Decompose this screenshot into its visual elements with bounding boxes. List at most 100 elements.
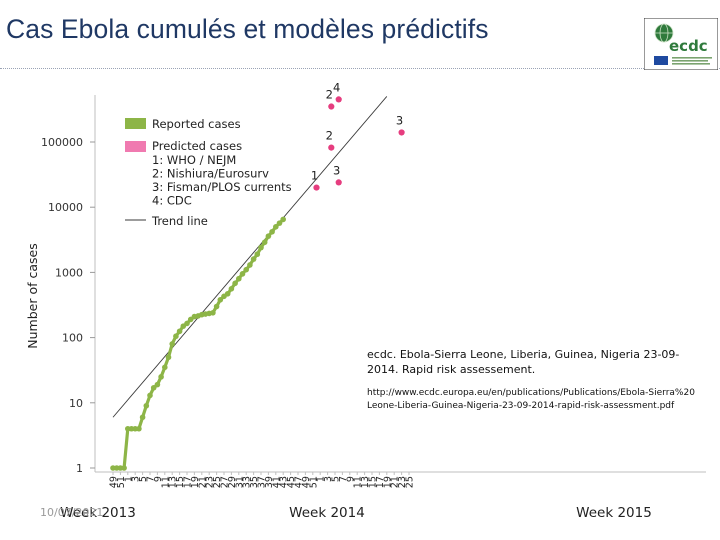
legend-reported-swatch [125, 118, 146, 129]
reported-case-point [236, 275, 242, 282]
x-tick-label: 49 [301, 476, 312, 488]
y-tick-label: 100000 [41, 136, 83, 149]
x-tick-label: 27 [220, 476, 231, 488]
trend-line [112, 96, 388, 418]
x-tick-label: 29 [227, 476, 238, 488]
reported-case-point [165, 354, 172, 361]
reported-case-point [162, 364, 168, 371]
predicted-point-label: 2 [326, 129, 333, 143]
legend-model-label: 3: Fisman/PLOS currents [152, 180, 292, 194]
y-tick-label: 10 [69, 397, 83, 410]
reported-case-point [173, 333, 179, 340]
reported-case-point [210, 310, 216, 316]
x-tick-label: 31 [234, 476, 245, 488]
globe-icon [654, 23, 674, 43]
reported-case-point [184, 320, 190, 327]
predicted-point-label: 2 [326, 88, 333, 102]
y-tick-label: 1000 [55, 266, 83, 279]
x-tick-label: 1 [316, 476, 327, 482]
footer-date: 10/07/2021 [40, 506, 104, 519]
agency-name-lines [672, 57, 712, 65]
source-citation: ecdc. Ebola-Sierra Leone, Liberia, Guine… [367, 347, 697, 412]
x-tick-label: 9 [153, 476, 164, 482]
x-tick-label: 19 [190, 476, 201, 488]
predicted-case-point [328, 103, 335, 110]
x-tick-label: 35 [249, 476, 260, 488]
x-tick-label: 37 [257, 476, 268, 488]
x-tick-label: 39 [264, 476, 275, 488]
reported-case-point [136, 425, 142, 432]
reported-case-point [139, 414, 146, 421]
x-tick-label: 9 [345, 476, 356, 482]
x-tick-label: 33 [242, 476, 253, 488]
x-tick-label: 17 [375, 476, 386, 488]
x-tick-label: 13 [360, 476, 371, 488]
predicted-case-point [398, 129, 405, 136]
x-tick-label: 19 [382, 476, 393, 488]
x-tick-label: 15 [368, 476, 379, 488]
x-tick-label: 43 [279, 476, 290, 488]
x-tick-label: 15 [175, 476, 186, 488]
reported-case-point [228, 286, 235, 292]
x-tick-label: 49 [109, 476, 120, 488]
logo-text: ecdc [669, 37, 708, 55]
reported-case-point [232, 280, 238, 287]
reported-case-point [273, 224, 279, 230]
x-tick-label: 17 [183, 476, 194, 488]
reported-case-point [280, 216, 287, 223]
y-axis-title: Number of cases [25, 243, 40, 348]
x-tick-label: 23 [205, 476, 216, 488]
predicted-case-point [335, 179, 342, 186]
x-group-label: Week 2014 [289, 505, 365, 521]
predicted-point-label: 4 [333, 80, 340, 94]
reported-case-point [269, 228, 275, 235]
reported-case-point [121, 465, 127, 471]
x-tick-label: 25 [212, 476, 223, 488]
source-url-link[interactable]: http://www.ecdc.europa.eu/en/publication… [367, 388, 695, 411]
x-tick-label: 51 [116, 476, 127, 488]
x-tick-label: 21 [390, 476, 401, 488]
reported-case-point [154, 381, 161, 388]
x-tick-label: 1 [123, 476, 134, 482]
predicted-case-point [313, 184, 320, 191]
reported-case-point [276, 220, 283, 226]
predicted-case-point [335, 96, 342, 103]
x-group-label: Week 2015 [576, 505, 652, 521]
x-tick-label: 13 [168, 476, 179, 488]
reported-case-point [224, 290, 231, 297]
reported-case-point [143, 402, 150, 409]
x-tick-label: 25 [405, 476, 416, 488]
legend-predicted-label: Predicted cases [152, 139, 242, 153]
slide-title: Cas Ebola cumulés et modèles prédictifs [6, 14, 489, 44]
reported-case-point [150, 384, 157, 391]
reported-case-point [147, 392, 153, 399]
reported-case-point [261, 239, 268, 246]
legend-predicted-swatch [125, 141, 146, 152]
x-tick-label: 51 [308, 476, 319, 488]
title-divider [0, 68, 720, 69]
eu-flag-icon [654, 56, 668, 65]
source-reference: ecdc. Ebola-Sierra Leone, Liberia, Guine… [367, 348, 680, 376]
x-tick-label: 45 [286, 476, 297, 488]
reported-case-point [247, 262, 253, 268]
x-tick-label: 41 [271, 476, 282, 488]
legend-trend-label: Trend line [151, 214, 208, 228]
x-tick-label: 23 [397, 476, 408, 488]
y-tick-label: 1 [76, 462, 83, 475]
x-tick-label: 5 [138, 476, 149, 482]
legend-model-label: 4: CDC [152, 194, 192, 208]
reported-case-point [265, 233, 272, 239]
reported-case-point [239, 271, 246, 277]
predicted-point-label: 3 [396, 113, 403, 127]
reported-case-point [243, 266, 249, 273]
x-tick-label: 11 [353, 476, 364, 488]
reported-case-point [176, 328, 183, 335]
reported-case-point [217, 296, 224, 303]
y-tick-label: 10000 [48, 201, 83, 214]
x-group-label: Week 2013 [60, 505, 136, 521]
ecdc-logo: ecdc [644, 18, 718, 70]
predicted-point-label: 1 [311, 169, 318, 183]
y-tick-label: 100 [62, 332, 83, 345]
x-tick-label: 7 [338, 476, 349, 482]
